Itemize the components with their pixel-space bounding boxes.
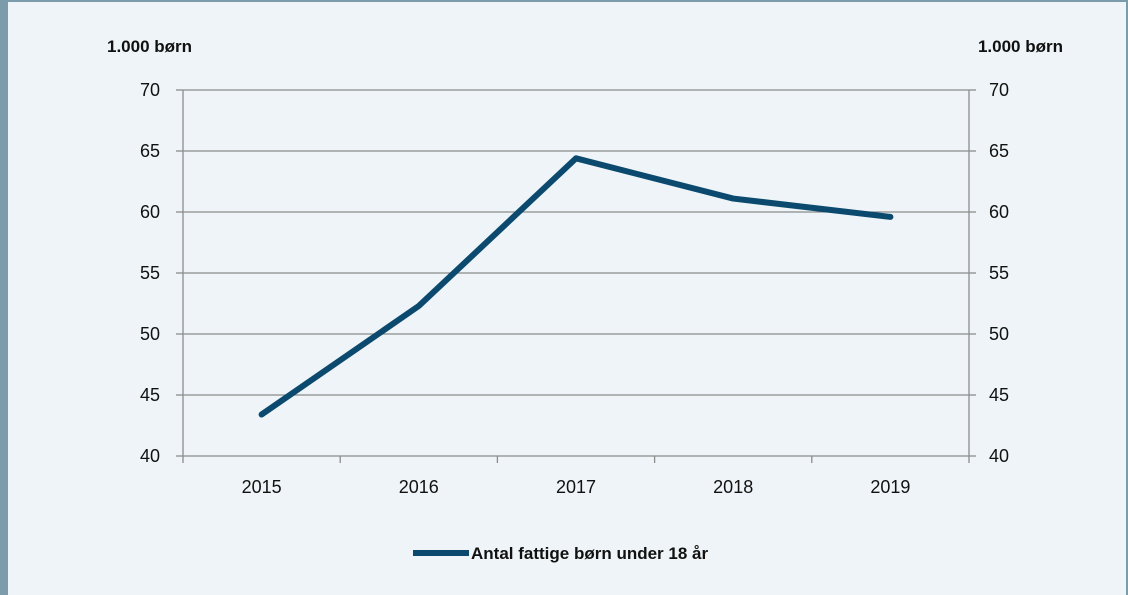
x-axis-ticks: 2015 2016 2017 2018 2019 — [242, 477, 911, 497]
series-group — [258, 155, 894, 418]
y-axis-right-ticks: 40 45 50 55 60 65 70 — [989, 80, 1009, 466]
x-tick-label: 2017 — [556, 477, 596, 497]
legend-label: Antal fattige børn under 18 år — [471, 544, 708, 563]
y-axis-left-ticks: 40 45 50 55 60 65 70 — [140, 80, 160, 466]
y-tick-label-right: 55 — [989, 263, 1009, 283]
y-tick-label-right: 65 — [989, 141, 1009, 161]
x-tick-label: 2019 — [870, 477, 910, 497]
y-tick-label-left: 40 — [140, 446, 160, 466]
y-tick-label-right: 70 — [989, 80, 1009, 100]
y-axis-left-label: 1.000 børn — [107, 37, 192, 56]
legend: Antal fattige børn under 18 år — [413, 544, 708, 563]
y-tick-label-left: 45 — [140, 385, 160, 405]
x-tick-label: 2015 — [242, 477, 282, 497]
y-tick-label-right: 50 — [989, 324, 1009, 344]
y-tick-label-right: 60 — [989, 202, 1009, 222]
y-tick-label-left: 65 — [140, 141, 160, 161]
y-tick-label-right: 40 — [989, 446, 1009, 466]
series-line — [258, 155, 894, 418]
y-tick-label-left: 55 — [140, 263, 160, 283]
gridlines — [183, 89, 969, 396]
axes — [176, 89, 976, 463]
y-tick-label-left: 70 — [140, 80, 160, 100]
y-tick-label-right: 45 — [989, 385, 1009, 405]
y-tick-label-left: 60 — [140, 202, 160, 222]
x-tick-label: 2018 — [713, 477, 753, 497]
y-tick-label-left: 50 — [140, 324, 160, 344]
y-axis-right-label: 1.000 børn — [978, 37, 1063, 56]
x-tick-label: 2016 — [399, 477, 439, 497]
